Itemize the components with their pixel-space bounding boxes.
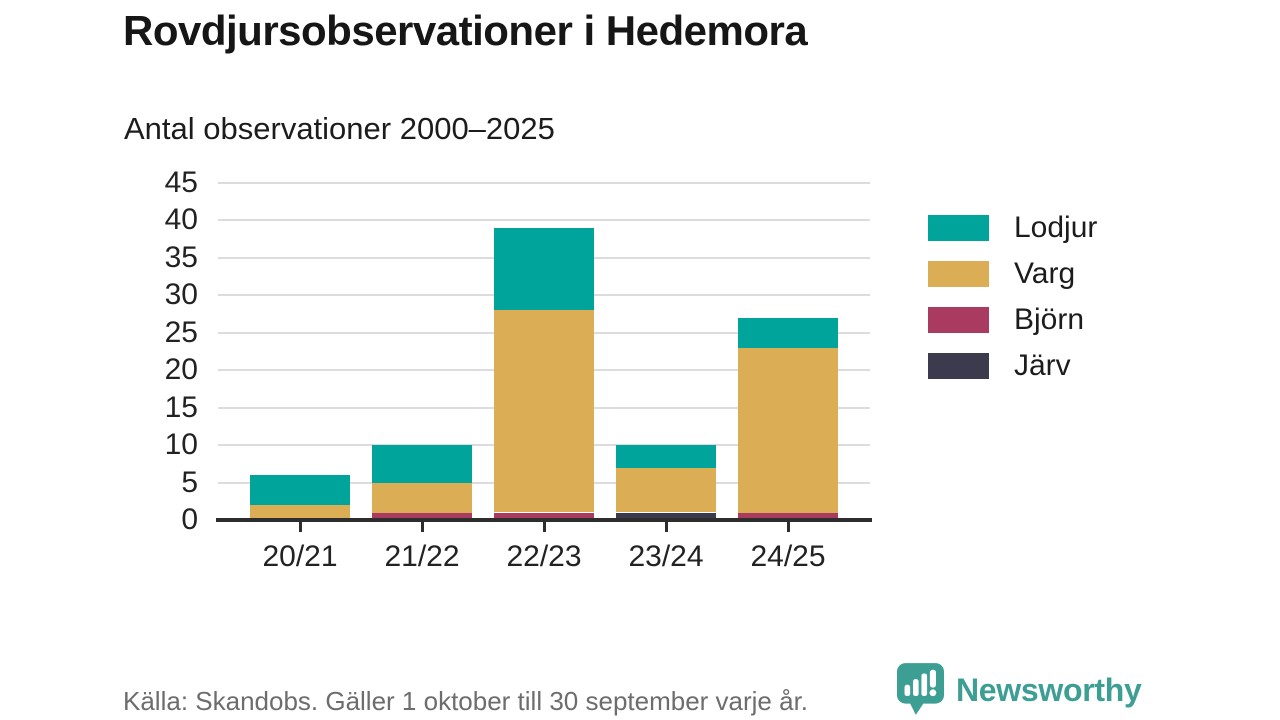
bar-segment-2-series-0 bbox=[494, 227, 594, 311]
newsworthy-wordmark: Newsworthy bbox=[956, 672, 1142, 708]
x-axis-tick bbox=[298, 522, 302, 532]
bar-segment-3-series-0 bbox=[616, 445, 716, 468]
x-axis-category-label: 21/22 bbox=[384, 540, 460, 573]
x-axis-line bbox=[216, 518, 872, 522]
legend-swatch-1 bbox=[928, 261, 989, 287]
legend-swatch-0 bbox=[928, 215, 989, 241]
bar-segment-1-series-1 bbox=[372, 482, 472, 513]
bar-segment-1-series-0 bbox=[372, 445, 472, 483]
bar-segment-2-series-1 bbox=[494, 310, 594, 513]
legend-label-2: Björn bbox=[1014, 303, 1085, 336]
y-axis-tick-label: 20 bbox=[164, 353, 198, 387]
legend-item-0: Lodjur bbox=[928, 211, 1097, 244]
legend-label-3: Järv bbox=[1014, 349, 1071, 382]
x-axis-tick bbox=[542, 522, 546, 532]
y-axis-tick-label: 45 bbox=[164, 166, 198, 199]
y-axis-tick-label: 0 bbox=[181, 503, 198, 536]
x-axis-category-label: 24/25 bbox=[750, 540, 826, 573]
y-axis-tick-label: 15 bbox=[164, 390, 198, 424]
newsworthy-brand: Newsworthy bbox=[897, 663, 1142, 720]
bar-segment-0-series-0 bbox=[250, 475, 350, 506]
chart-legend: Lodjur Varg Björn Järv bbox=[928, 211, 1097, 399]
y-axis-tick-label: 5 bbox=[181, 465, 198, 499]
bar-segment-4-series-0 bbox=[738, 317, 838, 348]
bar-segment-4-series-1 bbox=[738, 347, 838, 513]
chart-subtitle: Antal observationer 2000–2025 bbox=[124, 111, 555, 146]
legend-label-0: Lodjur bbox=[1014, 211, 1098, 244]
bar-segment-3-series-1 bbox=[616, 467, 716, 513]
legend-swatch-2 bbox=[928, 307, 989, 333]
x-axis-tick bbox=[786, 522, 790, 532]
y-axis-tick-label: 25 bbox=[164, 315, 198, 349]
legend-label-1: Varg bbox=[1014, 257, 1076, 290]
source-note: Källa: Skandobs. Gäller 1 oktober till 3… bbox=[123, 686, 809, 716]
legend-item-1: Varg bbox=[928, 257, 1097, 290]
legend-item-2: Björn bbox=[928, 303, 1097, 336]
x-axis-category-label: 23/24 bbox=[628, 540, 704, 573]
page-title: Rovdjursobservationer i Hedemora bbox=[123, 7, 808, 54]
legend-swatch-3 bbox=[928, 353, 989, 379]
x-axis-tick bbox=[664, 522, 668, 532]
bar-segment-4-series-2 bbox=[738, 512, 838, 520]
legend-item-3: Järv bbox=[928, 349, 1097, 382]
bar-segment-0-series-1 bbox=[250, 505, 350, 520]
gridline-y-40 bbox=[218, 219, 870, 222]
x-axis-category-label: 22/23 bbox=[506, 540, 582, 573]
y-axis-tick-label: 30 bbox=[164, 278, 198, 312]
gridline-y-45 bbox=[218, 182, 870, 184]
newsworthy-logo-icon bbox=[897, 663, 944, 720]
y-axis-tick-label: 35 bbox=[164, 240, 198, 274]
y-axis-tick-label: 40 bbox=[164, 203, 198, 237]
y-axis-tick-label: 10 bbox=[164, 428, 198, 462]
bar-segment-3-series-3 bbox=[616, 512, 716, 520]
bar-segment-2-series-2 bbox=[494, 512, 594, 520]
x-axis-category-label: 20/21 bbox=[262, 540, 338, 573]
x-axis-tick bbox=[420, 522, 424, 532]
bar-segment-1-series-2 bbox=[372, 512, 472, 520]
